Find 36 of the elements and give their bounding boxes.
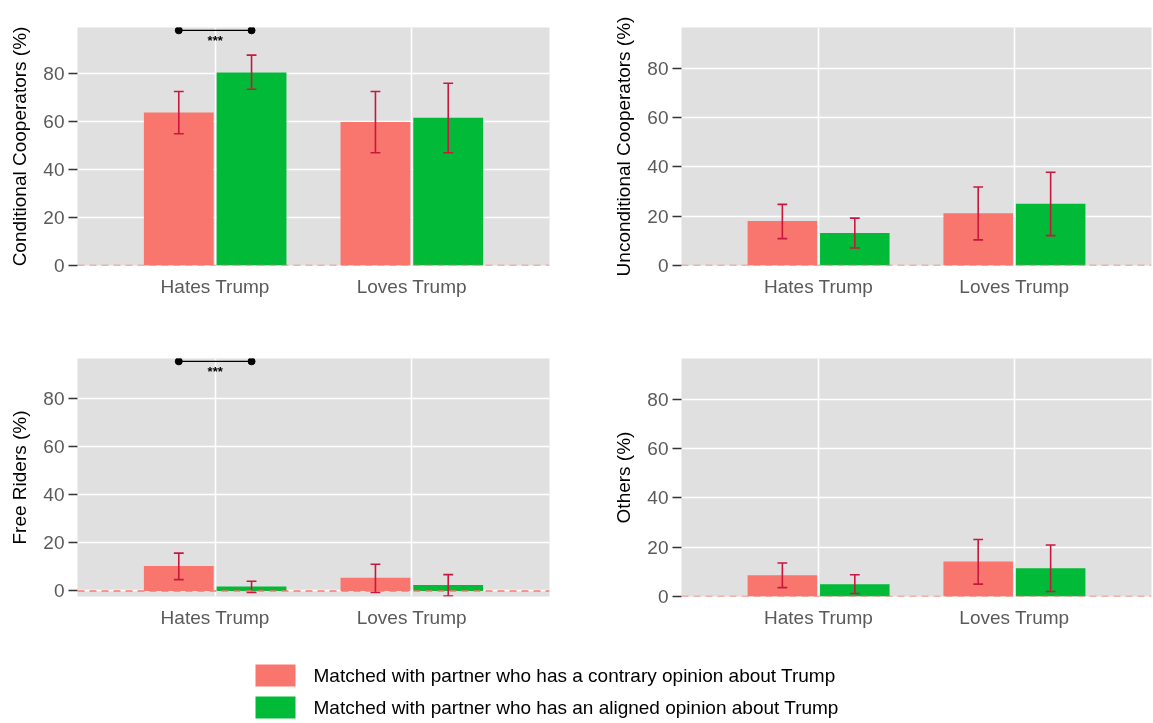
y-tick-label: 60 xyxy=(647,438,669,460)
y-tick-label: 20 xyxy=(43,532,65,554)
y-tick-label: 80 xyxy=(647,57,669,79)
x-tick-label: Loves Trump xyxy=(356,606,467,628)
y-tick-label: 60 xyxy=(647,107,669,129)
y-tick-label: 0 xyxy=(657,586,669,607)
y-tick-label: 0 xyxy=(657,255,669,276)
y-tick-label: 40 xyxy=(647,487,669,509)
y-tick-label: 40 xyxy=(43,158,65,180)
y-axis-title: Unconditional Cooperators (%) xyxy=(613,16,635,277)
x-tick-label: Hates Trump xyxy=(160,606,270,628)
y-tick-label: 40 xyxy=(43,484,65,506)
y-tick-label: 60 xyxy=(43,110,65,132)
annotation: *** xyxy=(207,364,224,380)
x-tick-label: Hates Trump xyxy=(764,275,873,297)
y-tick-label: 0 xyxy=(53,255,65,276)
y-tick-label: 80 xyxy=(43,387,65,409)
y-tick-label: 20 xyxy=(43,206,65,228)
annotation: *** xyxy=(207,33,224,49)
y-tick-label: 0 xyxy=(53,580,65,602)
y-axis-title: Conditional Cooperators (%) xyxy=(9,26,31,267)
y-axis-title: Free Riders (%) xyxy=(9,410,31,545)
y-tick-label: 80 xyxy=(647,388,669,410)
legend-label: Matched with partner who has an aligned opinion about Trump xyxy=(313,697,839,718)
y-tick-label: 80 xyxy=(43,62,65,84)
y-tick-label: 20 xyxy=(647,205,669,227)
x-tick-label: Loves Trump xyxy=(959,606,1070,628)
legend-label: Matched with partner who has a contrary opinion about Trump xyxy=(313,665,836,686)
x-tick-label: Hates Trump xyxy=(160,275,270,297)
y-axis-title: Others (%) xyxy=(613,431,635,524)
y-tick-label: 40 xyxy=(647,156,669,178)
y-tick-label: 60 xyxy=(43,435,65,457)
x-tick-label: Loves Trump xyxy=(959,275,1070,297)
x-tick-label: Hates Trump xyxy=(764,606,873,628)
x-tick-label: Loves Trump xyxy=(356,275,467,297)
y-tick-label: 20 xyxy=(647,536,669,558)
